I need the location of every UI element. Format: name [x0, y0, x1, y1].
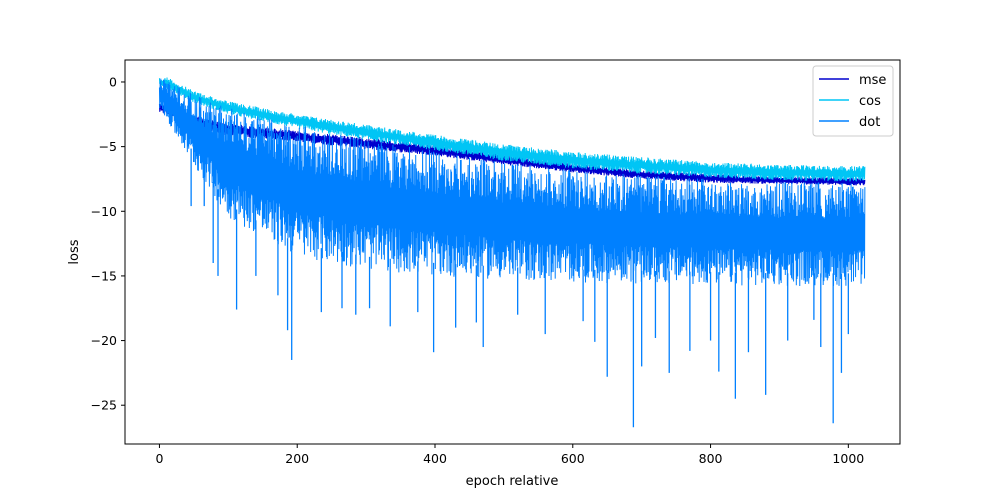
ticks-layer: 0 200 400 600 800 1000 0 −5 −10 −15 −20 −25	[91, 74, 865, 466]
legend-label-dot: dot	[859, 115, 880, 130]
series-layer	[158, 77, 866, 428]
x-axis-label: epoch relative	[466, 474, 559, 489]
legend-label-mse: mse	[859, 73, 886, 88]
series-line-cos	[158, 77, 866, 182]
legend-label-cos: cos	[859, 94, 881, 109]
x-tick-label-0: 0	[155, 451, 163, 466]
legend: mse cos dot	[812, 65, 894, 137]
x-tick-label-200: 200	[285, 451, 309, 466]
y-tick-label--15: −15	[91, 268, 117, 283]
series-line-dot	[158, 78, 866, 286]
x-tick-label-800: 800	[699, 451, 723, 466]
x-tick-label-400: 400	[423, 451, 447, 466]
x-tick-label-600: 600	[561, 451, 585, 466]
plot-frame	[124, 59, 901, 445]
y-tick-label--10: −10	[91, 204, 117, 219]
y-tick-label--5: −5	[99, 139, 117, 154]
y-tick-label--25: −25	[91, 398, 117, 413]
legend-box	[812, 65, 894, 137]
y-tick-label--20: −20	[91, 333, 117, 348]
y-axis-label: loss	[67, 239, 82, 264]
x-tick-label-1000: 1000	[832, 451, 864, 466]
y-tick-label-0: 0	[109, 74, 117, 89]
